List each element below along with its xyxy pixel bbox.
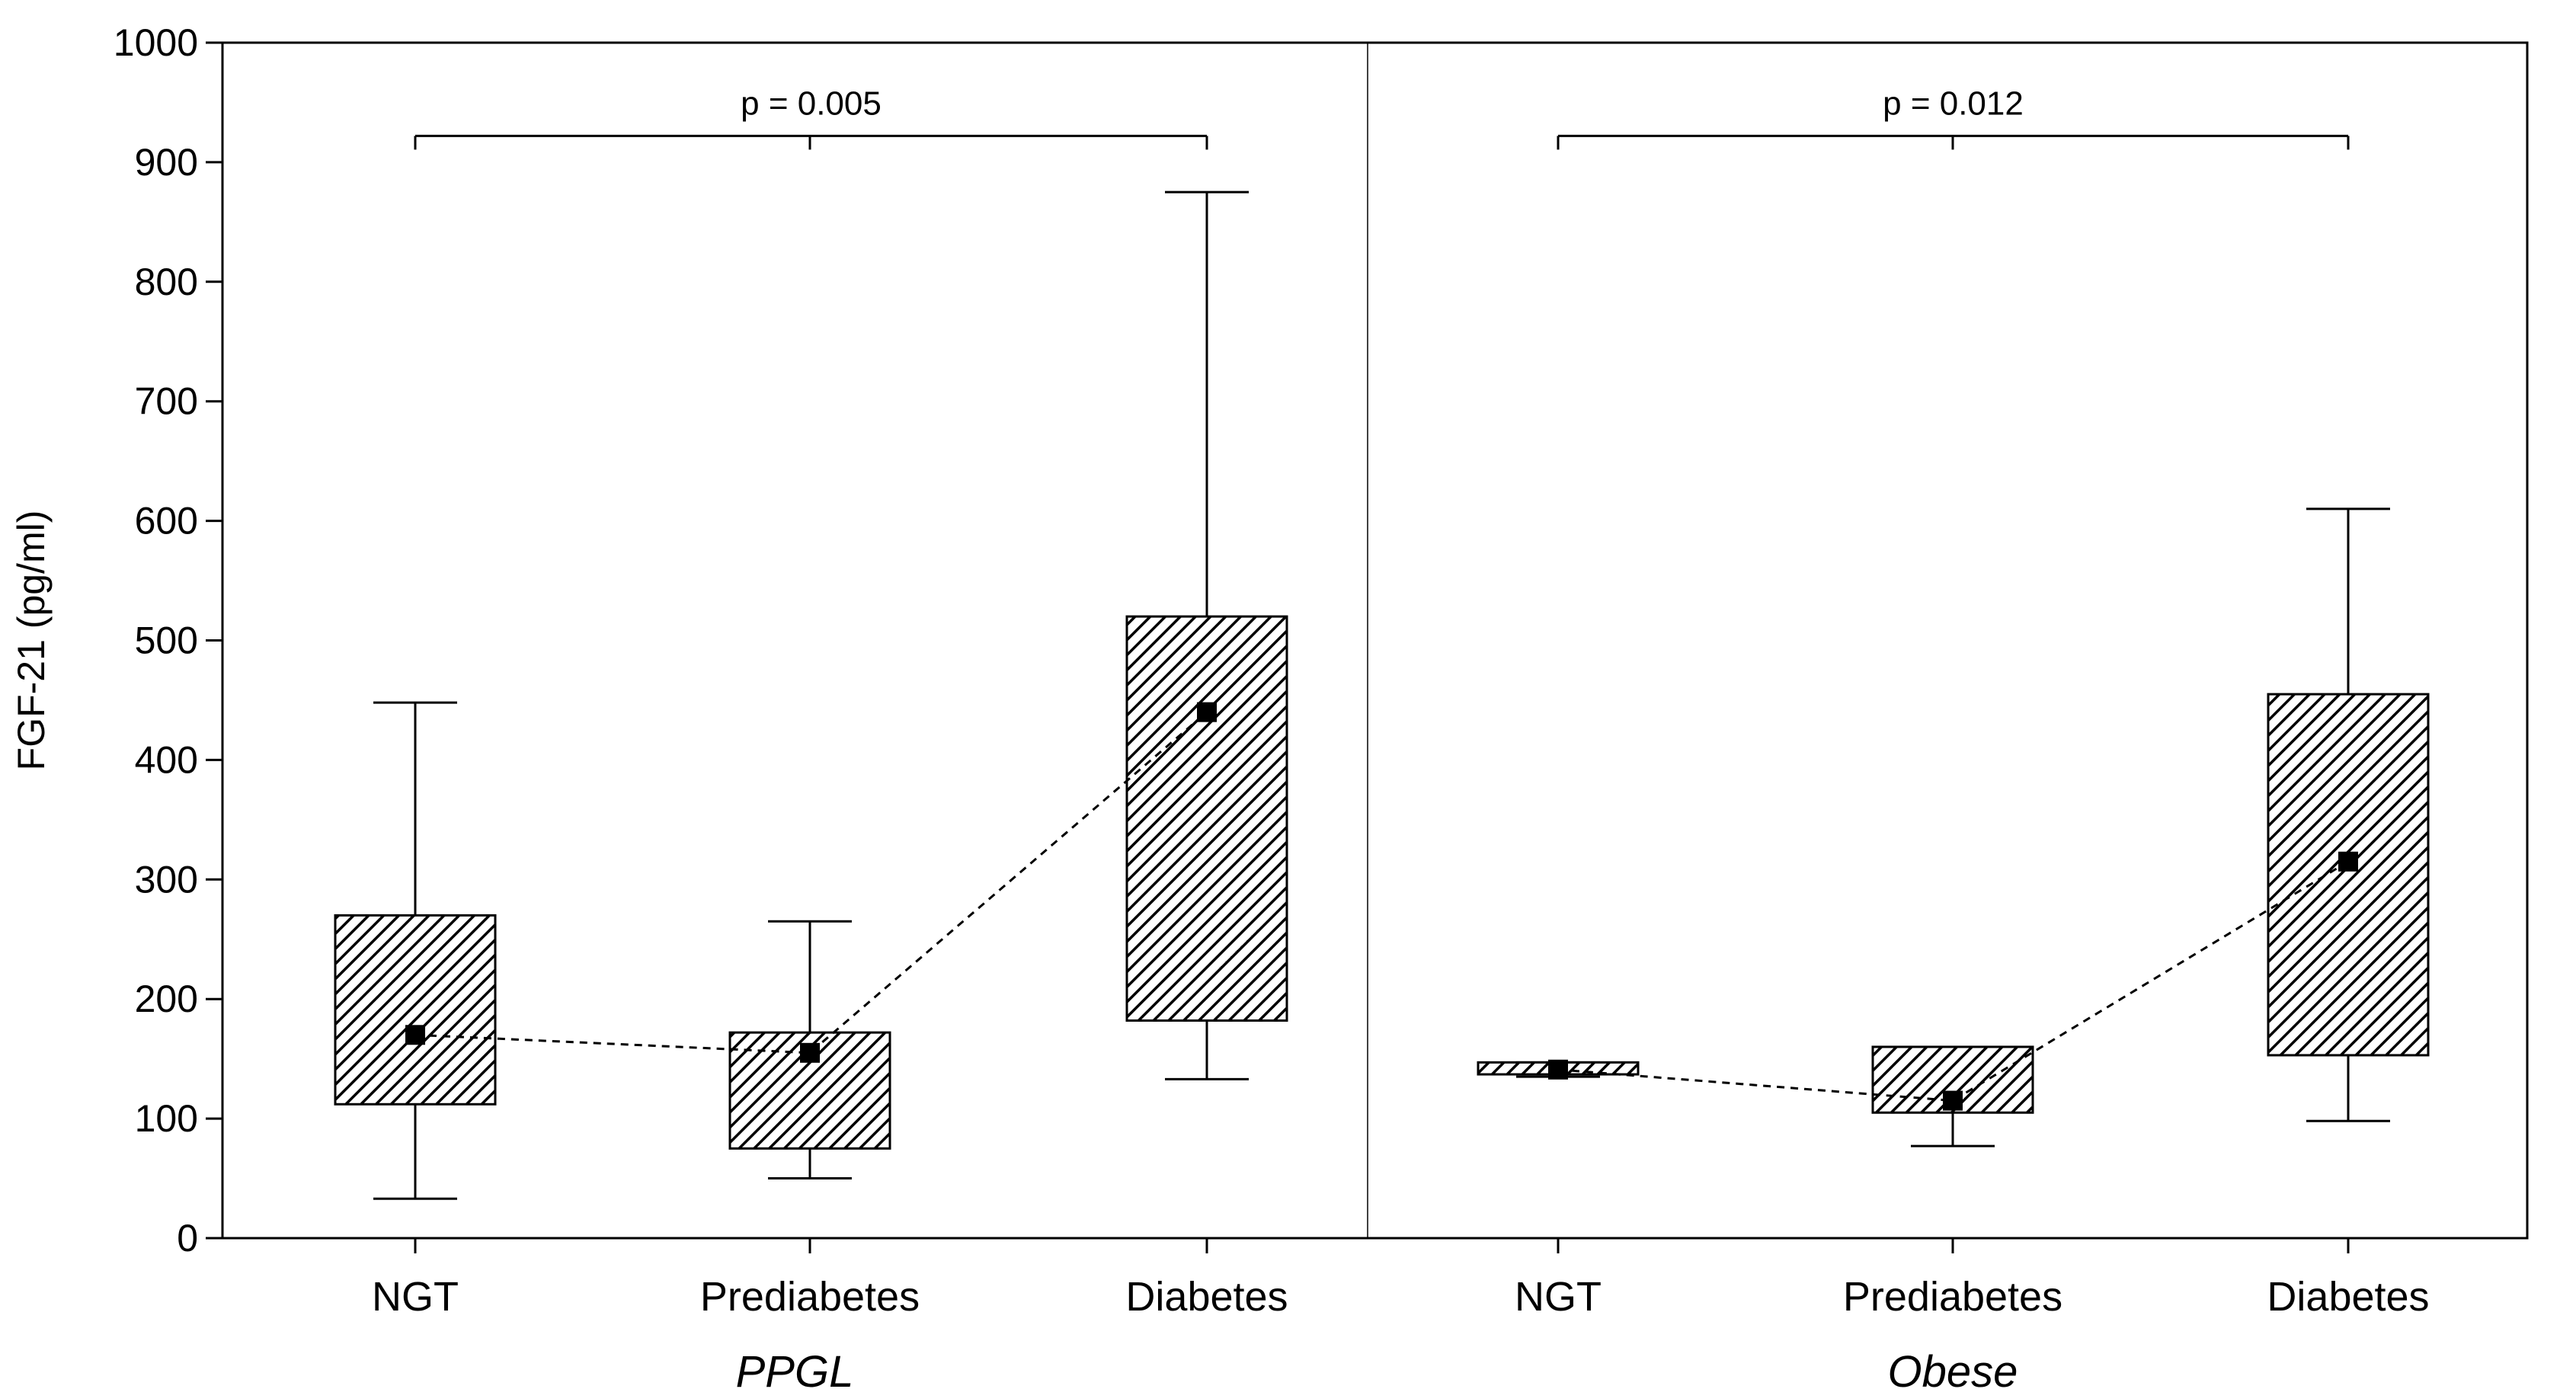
median-trend-line bbox=[1557, 860, 2349, 1103]
x-category-label: Diabetes bbox=[2267, 1274, 2429, 1320]
median-marker bbox=[2338, 851, 2358, 872]
plot-frame bbox=[221, 41, 2529, 1240]
median-marker bbox=[1548, 1059, 1568, 1080]
y-axis-title: FGF-21 (pg/ml) bbox=[10, 510, 53, 771]
box-1-2 bbox=[2267, 693, 2430, 1057]
y-tick-label: 0 bbox=[177, 1217, 198, 1259]
y-tick-label: 400 bbox=[135, 738, 198, 781]
y-tick-label: 300 bbox=[135, 858, 198, 901]
x-category-label: Prediabetes bbox=[700, 1274, 920, 1320]
x-category-label: Diabetes bbox=[1125, 1274, 1288, 1320]
median-marker bbox=[405, 1025, 425, 1045]
y-tick-label: 600 bbox=[135, 500, 198, 542]
median-marker bbox=[1943, 1090, 1963, 1111]
y-tick-label: 500 bbox=[135, 619, 198, 662]
x-category-label: NGT bbox=[1515, 1274, 1602, 1320]
y-tick-label: 100 bbox=[135, 1097, 198, 1140]
x-category-label: NGT bbox=[372, 1274, 459, 1320]
y-tick-label: 900 bbox=[135, 141, 198, 184]
p-value-label: p = 0.005 bbox=[741, 85, 882, 122]
group-label-ppgl: PPGL bbox=[736, 1347, 854, 1389]
median-trend-line bbox=[414, 711, 1208, 1055]
y-tick-label: 1000 bbox=[114, 21, 198, 64]
x-category-label: Prediabetes bbox=[1843, 1274, 2062, 1320]
y-tick-label: 200 bbox=[135, 978, 198, 1020]
median-marker bbox=[800, 1042, 820, 1063]
p-value-label: p = 0.012 bbox=[1883, 85, 2024, 122]
box-0-2 bbox=[1125, 615, 1288, 1022]
box-0-0 bbox=[334, 914, 497, 1106]
y-tick-label: 700 bbox=[135, 380, 198, 423]
median-marker bbox=[1197, 702, 1217, 722]
y-tick-label: 800 bbox=[135, 261, 198, 303]
group-label-obese: Obese bbox=[1888, 1347, 2018, 1389]
